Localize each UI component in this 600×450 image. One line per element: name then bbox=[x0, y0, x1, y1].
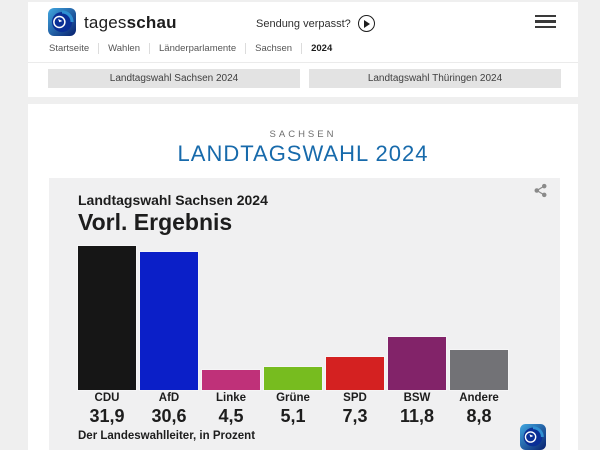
hamburger-menu-icon[interactable] bbox=[535, 15, 556, 31]
bar-bsw bbox=[387, 336, 447, 391]
main-content: SACHSEN LANDTAGSWAHL 2024 Landtagswahl S… bbox=[28, 104, 578, 450]
party-value: 5,1 bbox=[280, 406, 306, 426]
brand-regular: tages bbox=[84, 13, 127, 32]
breadcrumb-item-sachsen[interactable]: Sachsen bbox=[246, 43, 303, 54]
breadcrumb-item-laenderparlamente[interactable]: Länderparlamente bbox=[150, 43, 247, 54]
bar-label-andere: Andere 8,8 bbox=[450, 392, 508, 427]
breadcrumb-item-wahlen[interactable]: Wahlen bbox=[99, 43, 150, 54]
share-icon[interactable] bbox=[533, 183, 548, 198]
party-name: CDU bbox=[94, 392, 120, 404]
chart-title: Vorl. Ergebnis bbox=[78, 209, 233, 235]
breadcrumb-item-2024[interactable]: 2024 bbox=[311, 43, 333, 54]
site-header: tagesschau Sendung verpasst? Startseite … bbox=[28, 2, 578, 97]
tab-landtagswahl-thueringen-2024[interactable]: Landtagswahl Thüringen 2024 bbox=[309, 69, 561, 88]
breadcrumb-item-startseite[interactable]: Startseite bbox=[40, 43, 100, 54]
bar-label-spd: SPD 7,3 bbox=[326, 392, 384, 427]
election-tabs: Landtagswahl Sachsen 2024 Landtagswahl T… bbox=[48, 69, 561, 88]
brand-wordmark[interactable]: tagesschau bbox=[84, 13, 177, 33]
brand-bold: schau bbox=[126, 13, 177, 32]
party-value: 7,3 bbox=[342, 406, 368, 426]
tagesschau-watermark-logo bbox=[520, 424, 546, 450]
page-kicker: SACHSEN bbox=[269, 129, 337, 140]
page-title: LANDTAGSWAHL 2024 bbox=[177, 141, 429, 166]
sendung-verpasst-label: Sendung verpasst? bbox=[256, 17, 351, 30]
labels-row: CDU 31,9 AfD 30,6 Linke 4,5 Grüne 5,1 SPD 7,3 BSW 1… bbox=[78, 392, 508, 427]
party-value: 8,8 bbox=[466, 406, 492, 426]
bar-label-linke: Linke 4,5 bbox=[202, 392, 260, 427]
party-value: 4,5 bbox=[218, 406, 244, 426]
party-value: 31,9 bbox=[89, 406, 125, 426]
play-circle-icon[interactable] bbox=[357, 15, 375, 32]
bar-linke bbox=[201, 369, 261, 391]
tab-landtagswahl-sachsen-2024[interactable]: Landtagswahl Sachsen 2024 bbox=[48, 69, 300, 88]
bar-label-bsw: BSW 11,8 bbox=[388, 392, 446, 427]
tagesschau-globe-icon bbox=[48, 8, 76, 36]
party-name: SPD bbox=[343, 392, 367, 404]
tagesschau-logo[interactable] bbox=[48, 8, 76, 36]
party-name: AfD bbox=[158, 392, 180, 404]
chart-subtitle: Landtagswahl Sachsen 2024 bbox=[78, 192, 268, 208]
party-name: BSW bbox=[403, 392, 431, 404]
party-value: 11,8 bbox=[399, 406, 435, 426]
bar-label-afd: AfD 30,6 bbox=[140, 392, 198, 427]
bar-spd bbox=[325, 356, 385, 391]
bar-andere bbox=[449, 349, 509, 391]
party-name: Grüne bbox=[276, 392, 310, 404]
sendung-verpasst-link[interactable]: Sendung verpasst? bbox=[256, 15, 375, 32]
bar-grüne bbox=[263, 366, 323, 391]
bar-label-grüne: Grüne 5,1 bbox=[264, 392, 322, 427]
result-chart-card: Landtagswahl Sachsen 2024 Vorl. Ergebnis… bbox=[49, 178, 560, 450]
breadcrumb: Startseite Wahlen Länderparlamente Sachs… bbox=[40, 43, 341, 54]
party-value: 30,6 bbox=[151, 406, 187, 426]
header-divider bbox=[28, 62, 578, 63]
bar-afd bbox=[139, 251, 199, 391]
tagesschau-globe-icon bbox=[520, 424, 546, 450]
party-name: Andere bbox=[459, 392, 499, 404]
party-name: Linke bbox=[215, 392, 247, 404]
chart-source: Der Landeswahlleiter, in Prozent bbox=[78, 430, 256, 442]
bar-cdu bbox=[77, 245, 137, 391]
bar-label-cdu: CDU 31,9 bbox=[78, 392, 136, 427]
bars-row bbox=[77, 245, 509, 391]
